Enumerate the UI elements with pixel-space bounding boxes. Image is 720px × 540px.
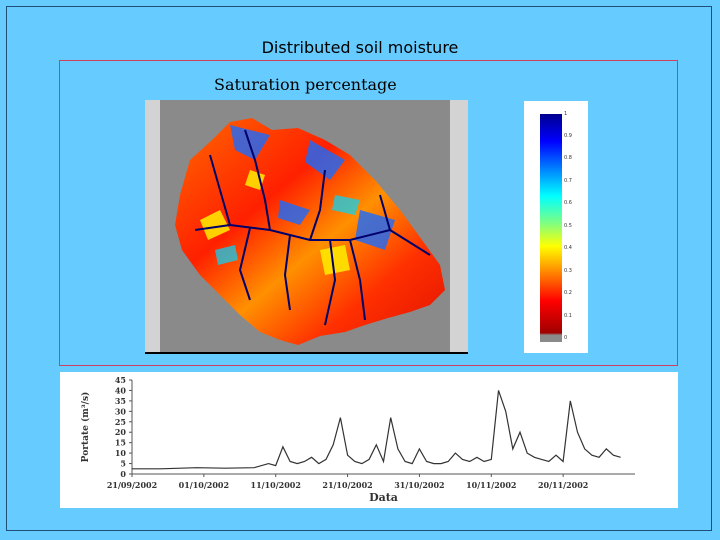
x-tick-label: 10/11/2002	[466, 480, 516, 490]
x-tick-label: 21/09/2002	[107, 480, 157, 490]
colorbar-tick-label: 0.5	[564, 223, 572, 229]
hydrograph-panel: 0 5 10 15 20 25 30 35 40 45 21/09/2002 01/10/2002 1…	[60, 372, 678, 508]
map-baseline	[145, 352, 468, 354]
colorbar-tick-label: 0	[564, 335, 568, 341]
catchment-shape	[175, 118, 445, 345]
map-background	[160, 100, 450, 352]
x-tick-label: 01/10/2002	[179, 480, 229, 490]
colorbar-tick-label: 0.2	[564, 290, 572, 296]
x-axis-title: Data	[369, 491, 398, 504]
colorbar-tick-label: 0.4	[564, 245, 572, 251]
x-tick-label: 31/10/2002	[394, 480, 444, 490]
y-tick-label: 30	[115, 406, 127, 416]
colorbar-tick-label: 1	[564, 111, 568, 117]
slide-frame	[6, 6, 712, 531]
y-tick-label: 5	[120, 459, 126, 469]
colorbar-tick-label: 0.9	[564, 133, 572, 139]
colorbar-tick-label: 0.8	[564, 155, 572, 161]
colorbar: 1 0.9 0.8 0.7 0.6 0.5 0.4 0.3 0.2 0.1 0	[524, 101, 588, 353]
slide-title: Distributed soil moisture	[261, 38, 459, 57]
colorbar-tick-label: 0.1	[564, 313, 572, 319]
y-tick-label: 15	[115, 438, 126, 448]
y-tick-label: 45	[115, 375, 126, 385]
map-frame	[59, 60, 678, 366]
colorbar-gradient	[540, 114, 562, 342]
catchment-map-image	[175, 118, 445, 345]
map-subtitle: Saturation percentage	[214, 75, 397, 94]
soil-moisture-map	[145, 100, 468, 354]
y-tick-label: 25	[115, 417, 126, 427]
y-axis-title: Portate (m³/s)	[80, 392, 91, 463]
x-tick-label: 21/10/2002	[322, 480, 372, 490]
y-tick-label: 0	[120, 469, 126, 479]
y-tick-label: 20	[115, 427, 127, 437]
colorbar-tick-label: 0.3	[564, 268, 572, 274]
y-tick-label: 10	[115, 448, 127, 458]
colorbar-tick-label: 0.6	[564, 200, 572, 206]
discharge-series-line	[132, 390, 621, 470]
x-tick-label: 20/11/2002	[538, 480, 588, 490]
y-tick-label: 35	[115, 396, 126, 406]
colorbar-tick-label: 0.7	[564, 178, 572, 184]
x-tick-label: 11/10/2002	[251, 480, 301, 490]
y-tick-label: 40	[115, 385, 127, 395]
